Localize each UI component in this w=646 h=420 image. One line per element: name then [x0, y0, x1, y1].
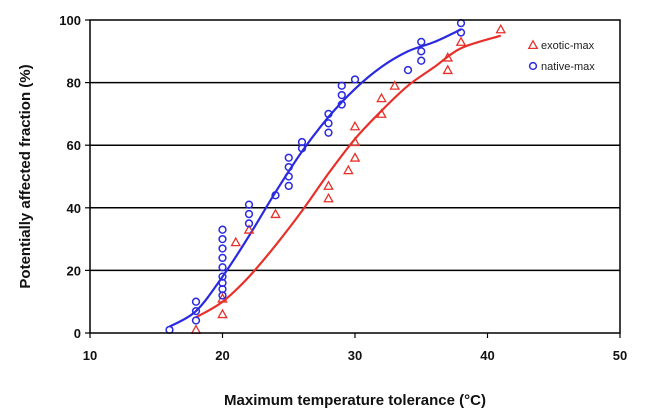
fit-line-exotic-max	[195, 34, 502, 319]
legend: exotic-max native-max	[527, 39, 595, 73]
legend-marker-native-max	[528, 61, 538, 71]
x-axis-label: Maximum temperature tolerance (°C)	[224, 392, 486, 409]
y-tick-label: 20	[67, 263, 81, 278]
point-native-max	[244, 200, 254, 209]
y-tick-label: 100	[59, 13, 81, 28]
point-exotic-max	[442, 52, 454, 62]
x-tick-label: 40	[480, 348, 494, 363]
point-native-max	[244, 219, 254, 228]
point-exotic-max	[343, 164, 354, 175]
fit-line-native-max	[168, 28, 462, 328]
point-exotic-max	[495, 23, 507, 34]
legend-marker-exotic-max	[527, 39, 539, 50]
point-exotic-max	[376, 108, 387, 118]
point-exotic-max	[349, 120, 361, 131]
point-exotic-max	[217, 308, 228, 319]
point-native-max	[403, 65, 413, 75]
point-native-max	[350, 75, 360, 84]
x-tick-label: 20	[215, 348, 229, 363]
y-tick-label: 0	[74, 326, 81, 341]
point-native-max	[218, 253, 227, 263]
x-tick-label: 30	[348, 348, 362, 363]
point-exotic-max	[323, 192, 334, 203]
y-tick-label: 80	[67, 76, 81, 91]
point-native-max	[324, 109, 333, 119]
point-native-max	[218, 272, 227, 281]
point-native-max	[284, 153, 293, 162]
y-tick-label: 60	[67, 138, 81, 153]
gridlines	[90, 81, 620, 272]
point-native-max	[324, 119, 333, 128]
point-native-max	[271, 191, 280, 200]
x-tick-label: 10	[83, 348, 97, 363]
legend-label: native-max	[541, 61, 595, 73]
point-native-max	[218, 244, 227, 253]
y-tick-label: 40	[67, 201, 81, 216]
point-native-max	[284, 162, 293, 172]
point-native-max	[218, 234, 227, 244]
point-native-max	[417, 47, 426, 56]
point-exotic-max	[376, 92, 387, 103]
point-exotic-max	[270, 208, 281, 219]
point-native-max	[417, 37, 426, 47]
point-native-max	[337, 81, 346, 90]
point-native-max	[297, 137, 307, 147]
legend-label: exotic-max	[541, 40, 595, 52]
point-exotic-max	[349, 136, 361, 147]
point-native-max	[191, 297, 201, 306]
x-tick-label: 50	[613, 348, 627, 363]
point-native-max	[456, 28, 466, 37]
y-axis-ticks: 0 20 40 60 80 100	[59, 13, 90, 341]
point-exotic-max	[455, 36, 467, 46]
point-native-max	[244, 209, 254, 219]
point-native-max	[337, 90, 346, 100]
point-native-max	[218, 263, 227, 272]
y-axis-label: Potentially affected fraction (%)	[17, 64, 34, 288]
point-native-max	[191, 306, 201, 316]
point-native-max	[218, 225, 227, 234]
point-native-max	[191, 316, 201, 325]
point-exotic-max	[442, 64, 454, 75]
point-exotic-max	[230, 236, 242, 247]
point-exotic-max	[323, 180, 334, 190]
point-exotic-max	[389, 80, 401, 90]
point-native-max	[417, 56, 426, 65]
point-exotic-max	[190, 324, 202, 334]
point-native-max	[337, 100, 346, 109]
point-exotic-max	[243, 224, 255, 234]
point-native-max	[324, 128, 333, 137]
point-native-max	[284, 181, 293, 191]
point-native-max	[284, 172, 293, 181]
data-points	[165, 18, 507, 335]
point-exotic-max	[349, 152, 361, 162]
x-axis-ticks: 10 20 30 40 50	[83, 333, 627, 363]
